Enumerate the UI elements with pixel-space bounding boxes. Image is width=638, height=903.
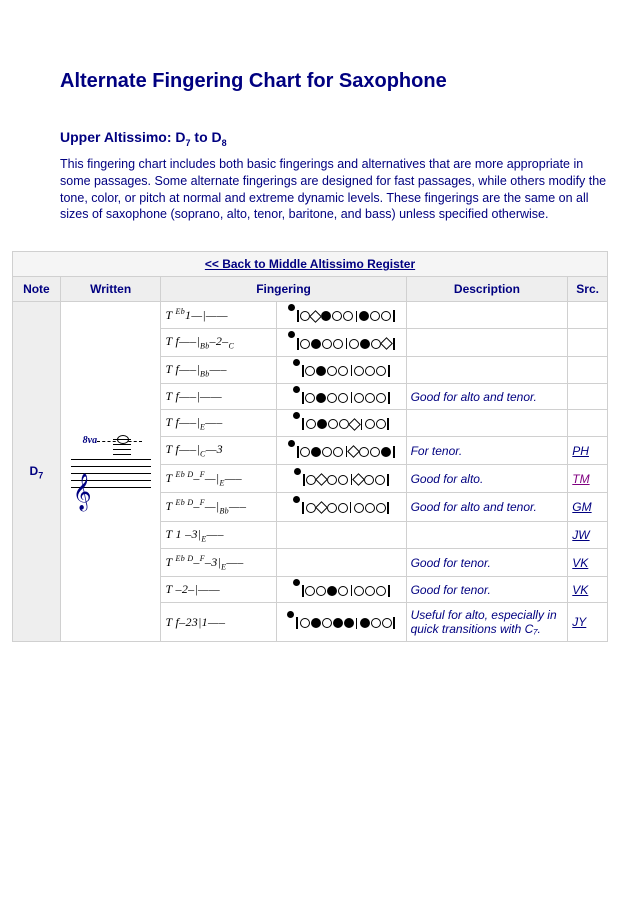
page-title: Alternate Fingering Chart for Saxophone — [60, 70, 608, 93]
description — [406, 302, 568, 329]
written-notation: 8va 𝄞 — [71, 435, 151, 505]
src-cell — [568, 302, 608, 329]
description: For tenor. — [406, 437, 568, 464]
src-cell: JW — [568, 521, 608, 548]
src-link[interactable]: JY — [572, 615, 586, 629]
subtitle: Upper Altissimo: D7 to D8 — [60, 129, 608, 148]
fingering-diagram — [277, 356, 406, 383]
back-link[interactable]: << Back to Middle Altissimo Register — [13, 252, 608, 277]
header-description: Description — [406, 277, 568, 302]
fingering-text: T –2–|—— — [161, 577, 277, 603]
fingering-diagram — [277, 577, 406, 603]
fingering-diagram — [277, 493, 406, 521]
fingering-diagram — [277, 464, 406, 492]
src-cell: JY — [568, 603, 608, 642]
fingering-text: T Eb D–F–3|E—– — [161, 549, 277, 577]
fingering-diagram — [277, 329, 406, 356]
fingering-diagram — [277, 549, 406, 577]
note-cell: D7 — [13, 302, 61, 642]
src-cell: TM — [568, 464, 608, 492]
src-link[interactable]: JW — [572, 528, 589, 542]
src-link[interactable]: PH — [572, 444, 589, 458]
written-cell: 8va 𝄞 — [60, 302, 161, 642]
intro-paragraph: This fingering chart includes both basic… — [60, 156, 608, 224]
src-link[interactable]: VK — [572, 556, 588, 570]
description — [406, 356, 568, 383]
src-link[interactable]: VK — [572, 583, 588, 597]
header-fingering: Fingering — [161, 277, 406, 302]
fingering-diagram — [277, 384, 406, 410]
src-cell: GM — [568, 493, 608, 521]
fingering-text: T Eb1—|—— — [161, 302, 277, 329]
fingering-text: T f—–|E—– — [161, 410, 277, 437]
fingering-text: T f—–|—— — [161, 384, 277, 410]
fingering-diagram — [277, 302, 406, 329]
fingering-diagram — [277, 521, 406, 548]
fingering-text: T f—–|C—3 — [161, 437, 277, 464]
src-cell — [568, 329, 608, 356]
src-link[interactable]: GM — [572, 500, 591, 514]
description: Good for alto and tenor. — [406, 493, 568, 521]
description — [406, 521, 568, 548]
src-cell: PH — [568, 437, 608, 464]
src-cell: VK — [568, 549, 608, 577]
src-cell — [568, 356, 608, 383]
fingering-diagram — [277, 410, 406, 437]
fingering-text: T f–23|1—– — [161, 603, 277, 642]
description: Good for tenor. — [406, 577, 568, 603]
fingering-table: << Back to Middle Altissimo Register Not… — [12, 251, 608, 642]
description: Useful for alto, especially in quick tra… — [406, 603, 568, 642]
description: Good for alto. — [406, 464, 568, 492]
header-note: Note — [13, 277, 61, 302]
fingering-text: T f—–|Bb–2–C — [161, 329, 277, 356]
fingering-text: T Eb D–F—|Bb—– — [161, 493, 277, 521]
src-cell — [568, 410, 608, 437]
src-cell: VK — [568, 577, 608, 603]
description — [406, 329, 568, 356]
fingering-text: T Eb D–F—|E—– — [161, 464, 277, 492]
description: Good for tenor. — [406, 549, 568, 577]
fingering-text: T f—–|Bb—– — [161, 356, 277, 383]
header-written: Written — [60, 277, 161, 302]
fingering-diagram — [277, 437, 406, 464]
description — [406, 410, 568, 437]
fingering-diagram — [277, 603, 406, 642]
src-cell — [568, 384, 608, 410]
header-src: Src. — [568, 277, 608, 302]
description: Good for alto and tenor. — [406, 384, 568, 410]
fingering-text: T 1 –3|E—– — [161, 521, 277, 548]
src-link[interactable]: TM — [572, 472, 589, 486]
